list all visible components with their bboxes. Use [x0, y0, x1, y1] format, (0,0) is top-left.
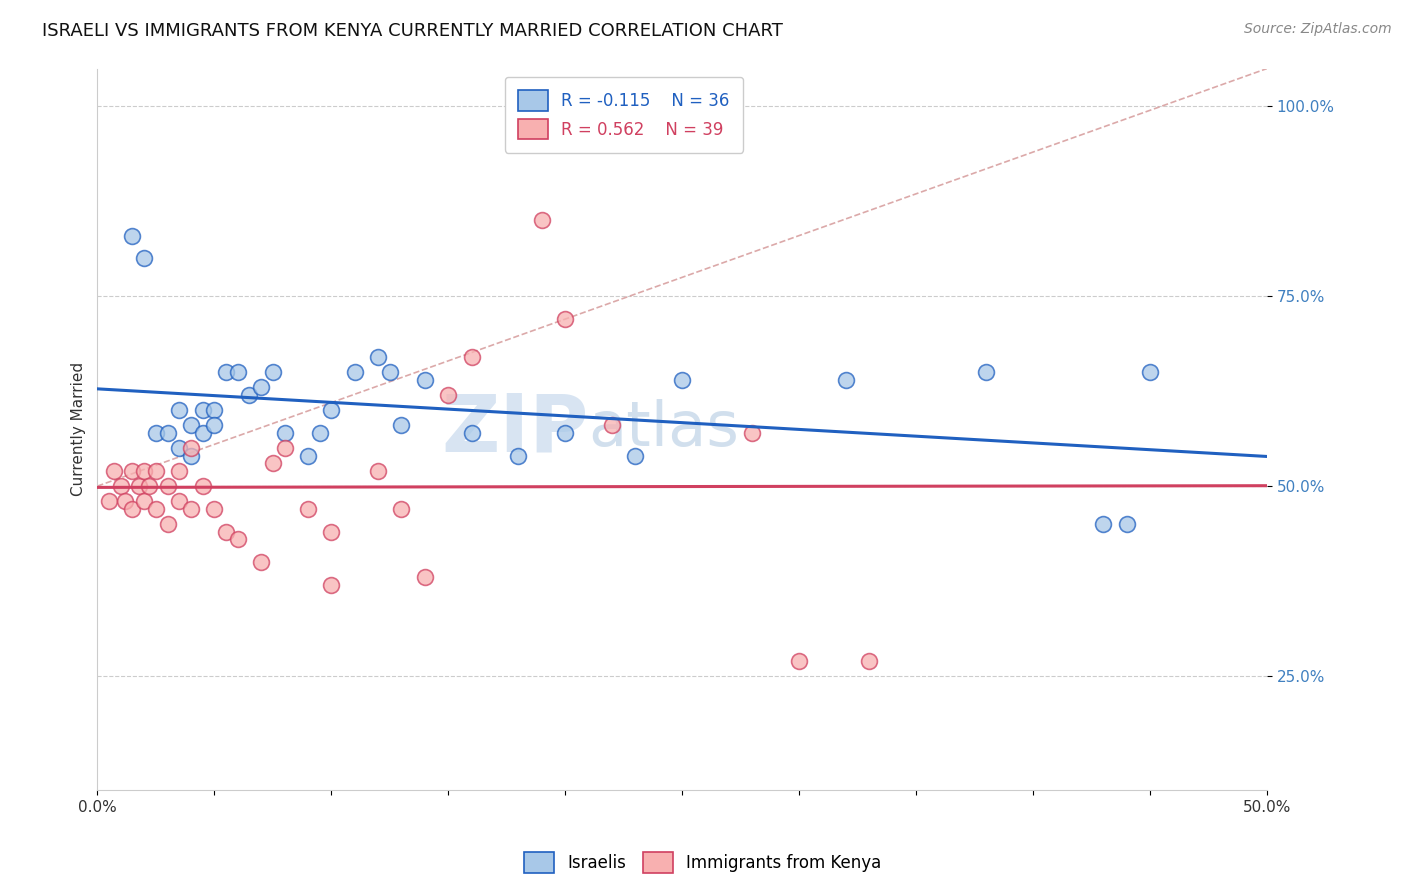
Point — [273, 441, 295, 455]
Point — [226, 365, 249, 379]
Point — [413, 570, 436, 584]
Point — [202, 418, 225, 433]
Point — [156, 517, 179, 532]
Point — [858, 654, 880, 668]
Point — [145, 425, 167, 440]
Point — [180, 418, 202, 433]
Point — [114, 494, 136, 508]
Point — [835, 373, 858, 387]
Point — [262, 456, 284, 470]
Point — [121, 464, 143, 478]
Point — [128, 479, 150, 493]
Point — [167, 441, 190, 455]
Point — [1139, 365, 1161, 379]
Point — [600, 418, 623, 433]
Point — [460, 350, 482, 364]
Point — [180, 449, 202, 463]
Text: atlas: atlas — [589, 400, 740, 459]
Point — [1092, 517, 1115, 532]
Legend: R = -0.115    N = 36, R = 0.562    N = 39: R = -0.115 N = 36, R = 0.562 N = 39 — [505, 77, 742, 153]
Point — [367, 464, 389, 478]
Point — [180, 441, 202, 455]
Point — [121, 502, 143, 516]
Point — [460, 425, 482, 440]
Point — [530, 213, 553, 227]
Point — [554, 425, 576, 440]
Point — [554, 312, 576, 326]
Y-axis label: Currently Married: Currently Married — [72, 362, 86, 496]
Point — [787, 654, 810, 668]
Point — [321, 524, 343, 539]
Text: ZIP: ZIP — [441, 390, 589, 468]
Point — [202, 403, 225, 417]
Point — [134, 464, 156, 478]
Point — [321, 403, 343, 417]
Point — [167, 464, 190, 478]
Point — [180, 502, 202, 516]
Point — [1115, 517, 1137, 532]
Point — [110, 479, 132, 493]
Point — [508, 449, 530, 463]
Point — [250, 555, 273, 569]
Point — [262, 365, 284, 379]
Point — [671, 373, 693, 387]
Point — [308, 425, 330, 440]
Point — [103, 464, 125, 478]
Point — [226, 533, 249, 547]
Point — [215, 524, 238, 539]
Text: ISRAELI VS IMMIGRANTS FROM KENYA CURRENTLY MARRIED CORRELATION CHART: ISRAELI VS IMMIGRANTS FROM KENYA CURRENT… — [42, 22, 783, 40]
Point — [134, 252, 156, 266]
Point — [297, 449, 319, 463]
Point — [145, 502, 167, 516]
Point — [145, 464, 167, 478]
Point — [378, 365, 401, 379]
Point — [191, 403, 214, 417]
Point — [134, 494, 156, 508]
Point — [156, 479, 179, 493]
Point — [250, 380, 273, 394]
Point — [976, 365, 998, 379]
Point — [273, 425, 295, 440]
Point — [191, 425, 214, 440]
Point — [741, 425, 763, 440]
Point — [624, 449, 647, 463]
Point — [202, 502, 225, 516]
Point — [367, 350, 389, 364]
Point — [167, 494, 190, 508]
Point — [321, 578, 343, 592]
Point — [391, 418, 413, 433]
Point — [167, 403, 190, 417]
Point — [138, 479, 160, 493]
Point — [391, 502, 413, 516]
Point — [191, 479, 214, 493]
Point — [238, 388, 260, 402]
Point — [343, 365, 366, 379]
Point — [121, 228, 143, 243]
Point — [437, 388, 460, 402]
Point — [297, 502, 319, 516]
Text: Source: ZipAtlas.com: Source: ZipAtlas.com — [1244, 22, 1392, 37]
Point — [215, 365, 238, 379]
Point — [98, 494, 121, 508]
Legend: Israelis, Immigrants from Kenya: Israelis, Immigrants from Kenya — [517, 846, 889, 880]
Point — [156, 425, 179, 440]
Point — [413, 373, 436, 387]
